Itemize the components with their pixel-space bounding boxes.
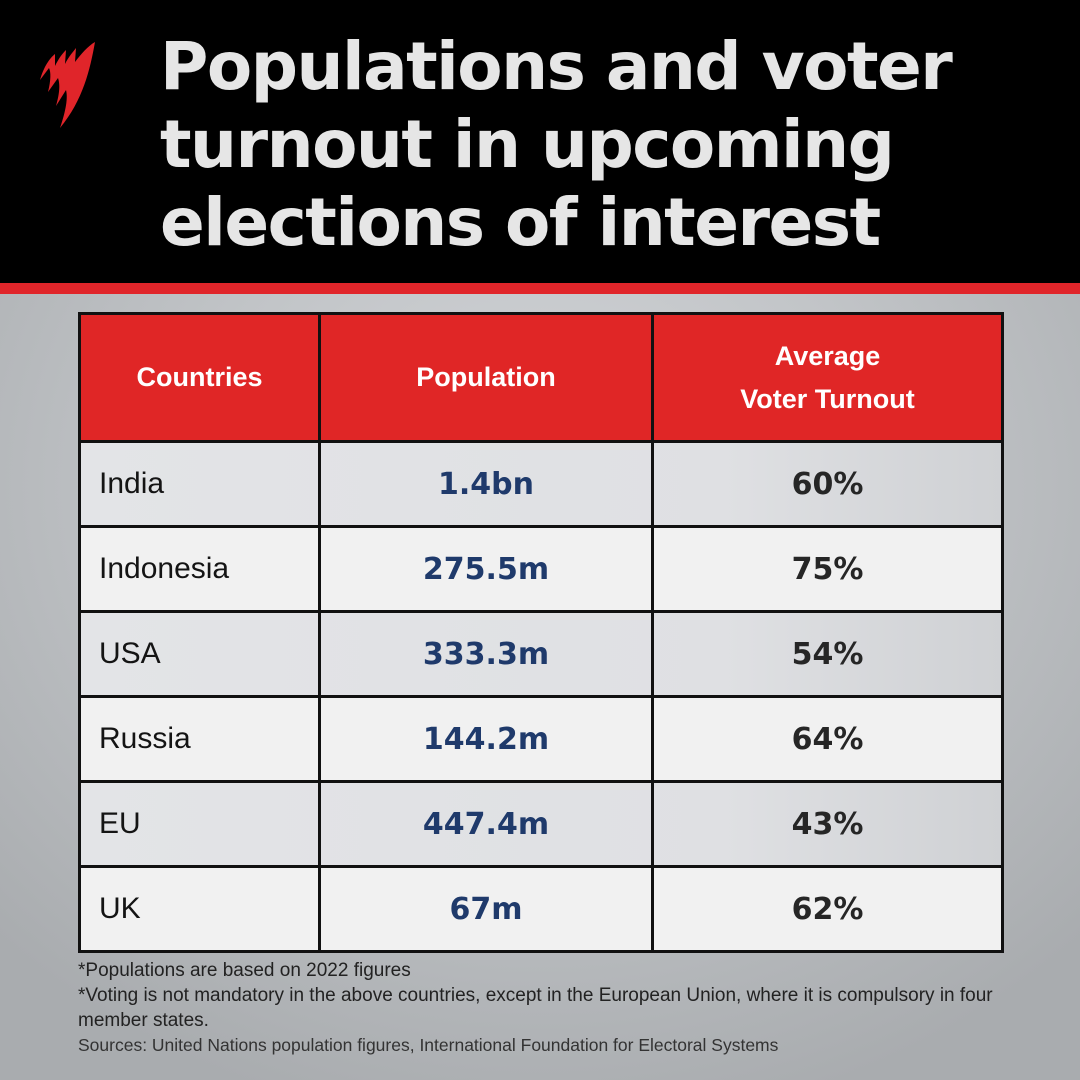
- column-header-population: Population: [318, 315, 651, 440]
- header-accent-stripe: [0, 283, 1080, 294]
- footnote-population: *Populations are based on 2022 figures: [78, 960, 411, 981]
- table-row: UK 67m 62%: [81, 865, 1001, 950]
- table-row: EU 447.4m 43%: [81, 780, 1001, 865]
- turnout-cell: 75%: [651, 528, 1001, 610]
- country-cell: Russia: [99, 722, 191, 755]
- population-cell: 67m: [318, 868, 651, 950]
- sources-line: Sources: United Nations population figur…: [78, 1035, 779, 1055]
- country-cell: UK: [99, 892, 141, 925]
- title-line-3: elections of interest: [160, 184, 881, 261]
- table-header-row: Countries Population Average Voter Turno…: [81, 315, 1001, 440]
- population-cell: 447.4m: [318, 783, 651, 865]
- footnote-voting: *Voting is not mandatory in the above co…: [78, 985, 993, 1031]
- turnout-cell: 64%: [651, 698, 1001, 780]
- population-cell: 333.3m: [318, 613, 651, 695]
- population-cell: 144.2m: [318, 698, 651, 780]
- column-header-countries: Countries: [136, 362, 263, 392]
- page-title: Populations and voter turnout in upcomin…: [160, 28, 1060, 262]
- country-cell: USA: [99, 637, 161, 670]
- title-line-2: turnout in upcoming: [160, 106, 895, 183]
- population-cell: 1.4bn: [318, 443, 651, 525]
- country-cell: Indonesia: [99, 552, 230, 585]
- population-cell: 275.5m: [318, 528, 651, 610]
- country-cell: EU: [99, 807, 141, 840]
- turnout-cell: 62%: [651, 868, 1001, 950]
- table-row: USA 333.3m 54%: [81, 610, 1001, 695]
- table-row: Russia 144.2m 64%: [81, 695, 1001, 780]
- table-row: India 1.4bn 60%: [81, 440, 1001, 525]
- turnout-header-line-2: Voter Turnout: [740, 383, 915, 414]
- column-header-turnout: Average Voter Turnout: [651, 315, 1001, 440]
- footnotes: *Populations are based on 2022 figures *…: [78, 958, 1038, 1058]
- table-row: Indonesia 275.5m 75%: [81, 525, 1001, 610]
- country-cell: India: [99, 467, 165, 500]
- turnout-cell: 43%: [651, 783, 1001, 865]
- data-table: Countries Population Average Voter Turno…: [78, 312, 1004, 953]
- title-line-1: Populations and voter: [160, 28, 953, 105]
- header-banner: Populations and voter turnout in upcomin…: [0, 0, 1080, 283]
- turnout-cell: 54%: [651, 613, 1001, 695]
- sbs-logo-icon: [40, 42, 95, 128]
- turnout-header-line-1: Average: [774, 340, 881, 371]
- turnout-cell: 60%: [651, 443, 1001, 525]
